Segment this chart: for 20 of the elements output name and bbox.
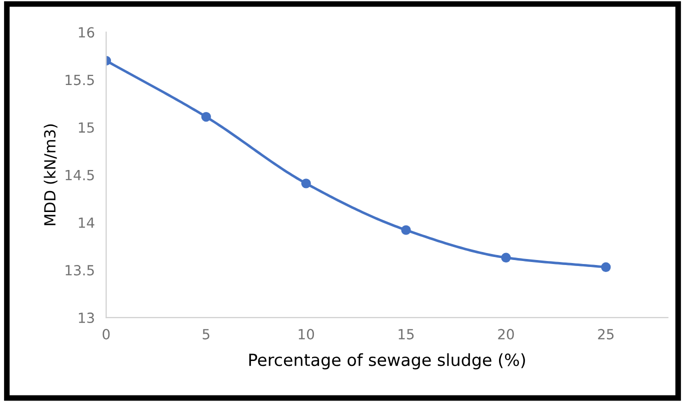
- y-axis-title: MDD (kN/m3): [44, 124, 58, 226]
- point: [601, 262, 611, 272]
- point: [401, 225, 411, 235]
- y-tick-label: 14.5: [66, 170, 94, 180]
- point: [201, 112, 211, 122]
- x-tick-label: 10: [298, 328, 314, 340]
- point: [501, 252, 511, 263]
- x-tick-label: 15: [398, 329, 414, 340]
- x-tick-label: 5: [202, 329, 210, 340]
- x-axis-title: Percentage of sewage sludge (%): [249, 353, 525, 370]
- x-tick-label: 0: [102, 328, 110, 340]
- point: [301, 178, 311, 188]
- y-tick-label: 15: [78, 122, 94, 133]
- y-tick-label: 13: [78, 312, 94, 324]
- y-tick-label: 16: [78, 27, 94, 38]
- x-tick-label: 20: [498, 328, 514, 340]
- x-tick-label: 25: [598, 328, 614, 340]
- y-tick-label: 15.5: [66, 74, 94, 86]
- y-tick-label: 14: [78, 218, 94, 228]
- y-tick-label: 13.5: [66, 264, 94, 276]
